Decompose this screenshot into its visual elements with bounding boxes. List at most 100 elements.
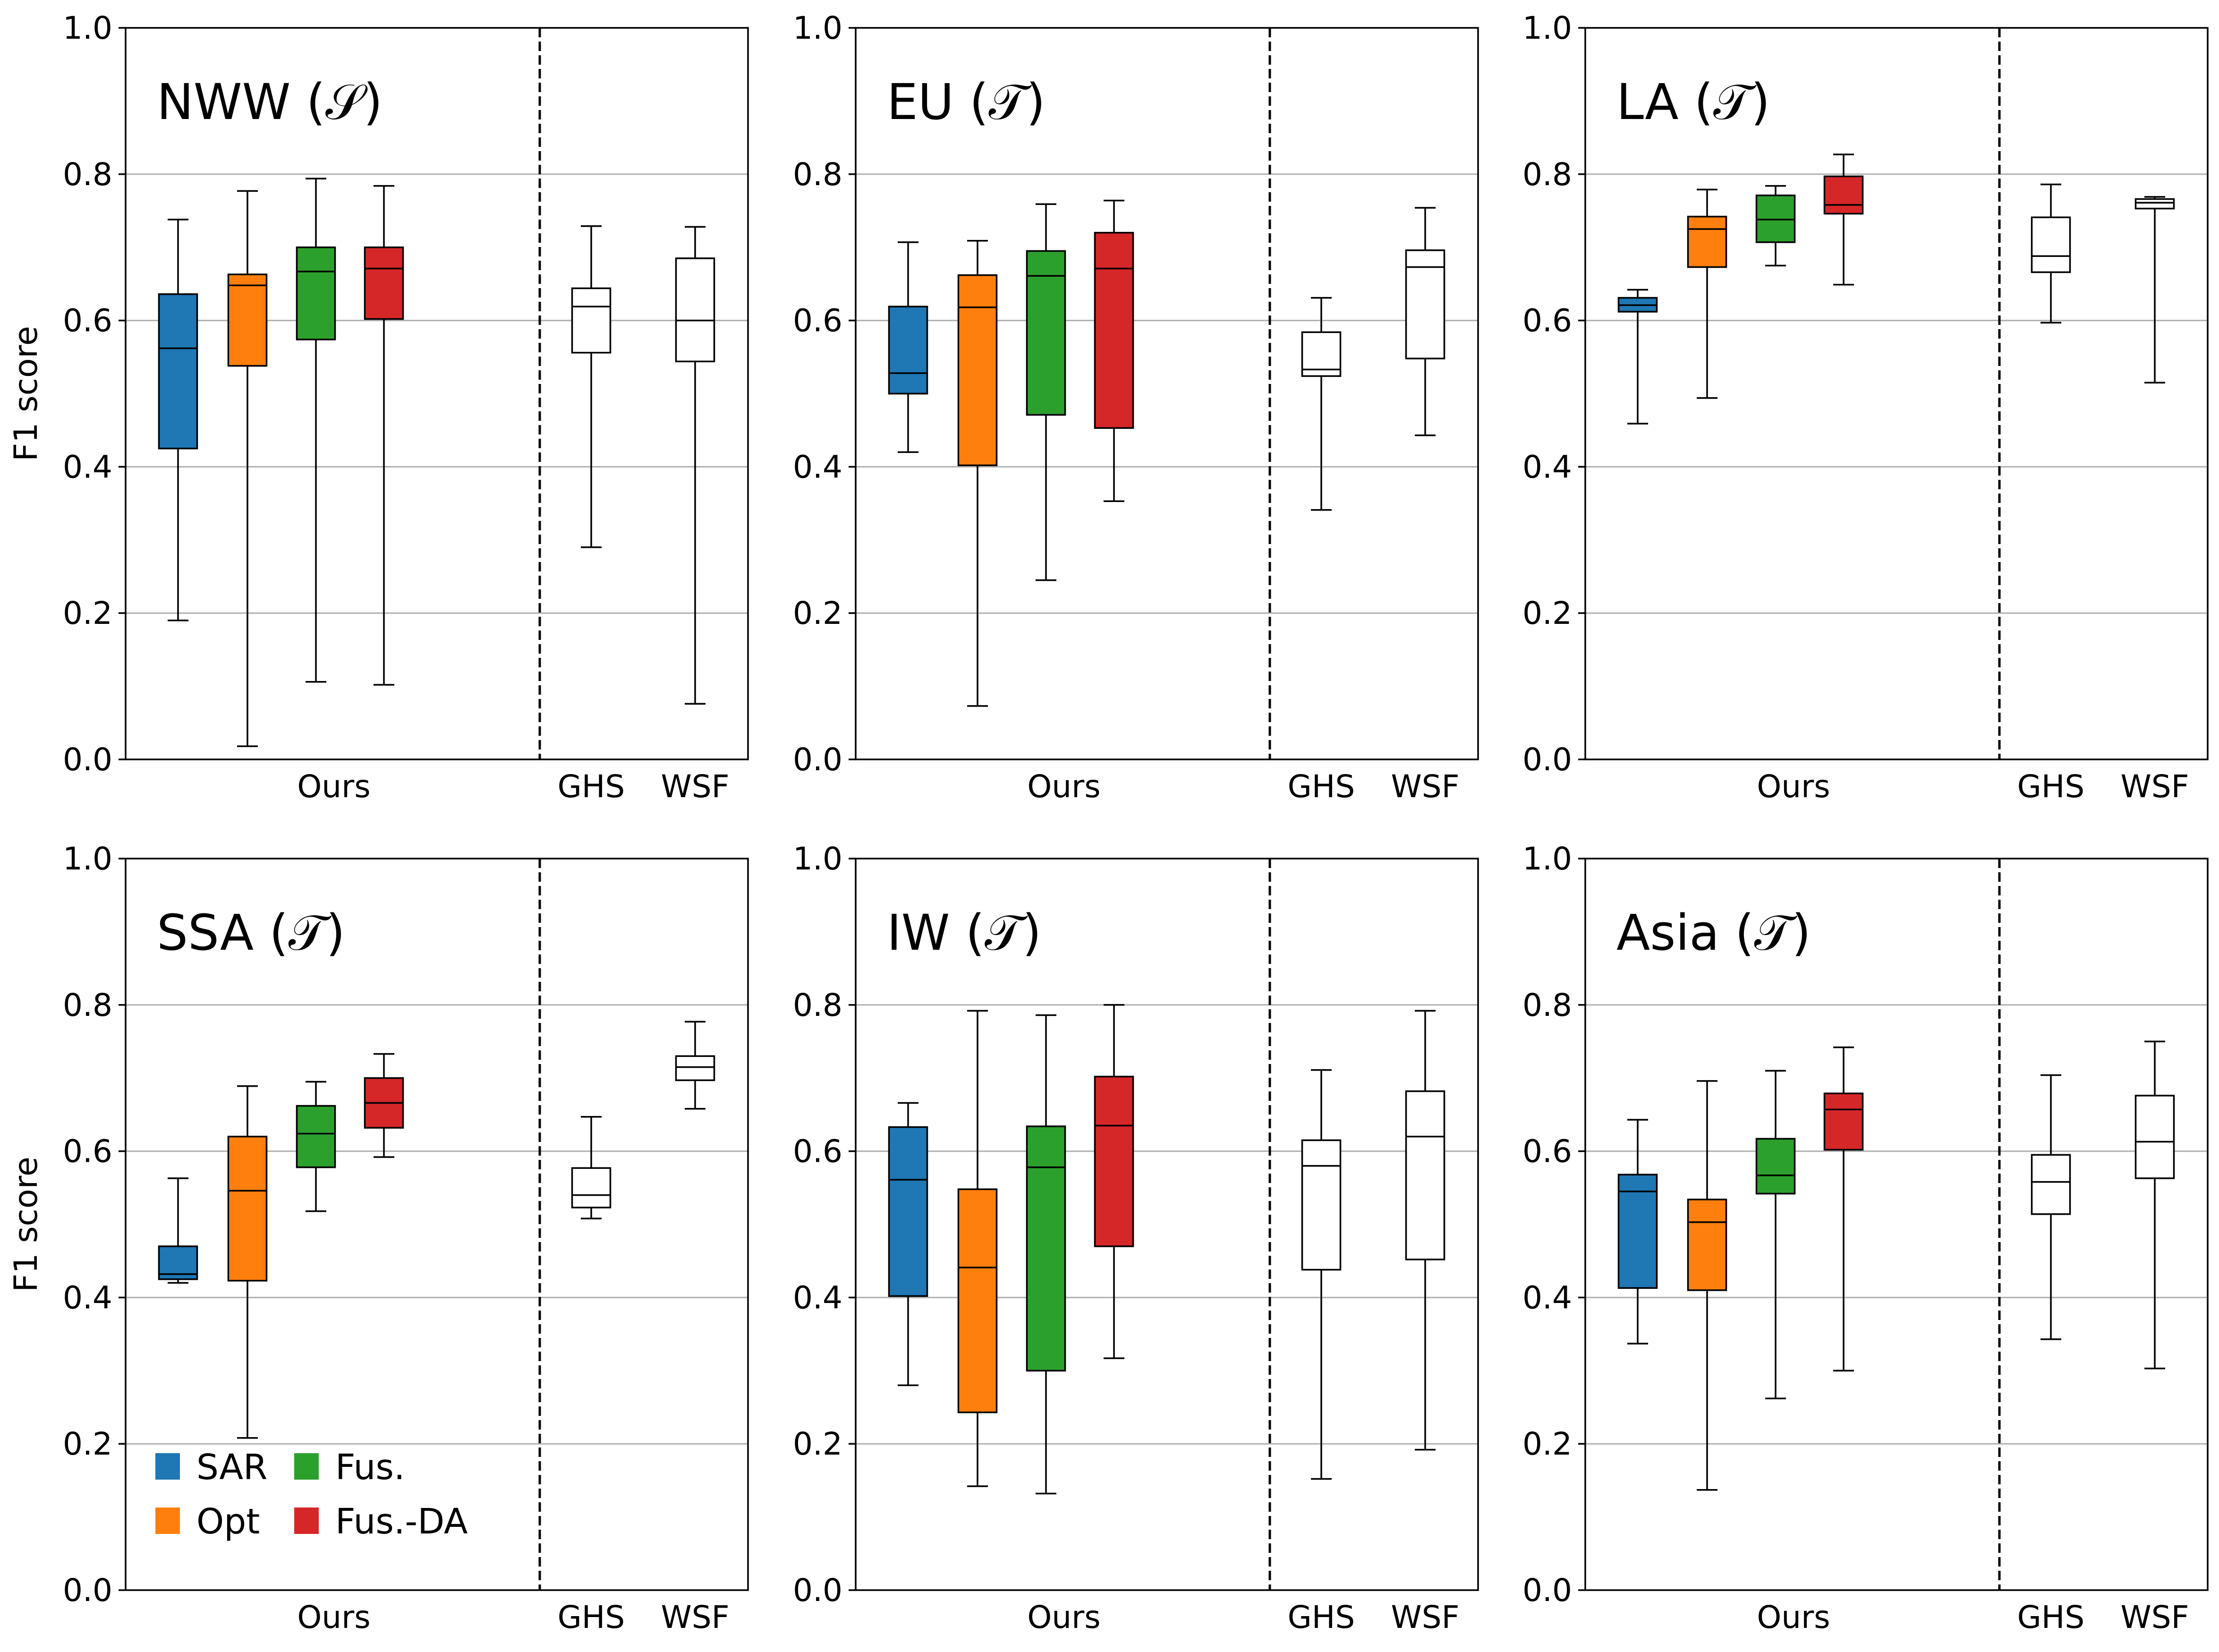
x-group-label-wsf: WSF (661, 1599, 729, 1635)
panel-2: 0.0 0.2 0.4 0.6 0.8 1.0 Ours GHS WSF EU (𝒯) (793, 10, 1479, 805)
box-ghs (1301, 1069, 1342, 1480)
box-iqr (1301, 1139, 1342, 1271)
box-fus-da (1823, 1046, 1864, 1372)
box-fus (1755, 1070, 1796, 1399)
legend-swatch-sar (155, 1453, 180, 1480)
y-tick-label: 0.6 (793, 303, 842, 339)
box-ghs (571, 225, 612, 548)
x-group-label-ghs: GHS (2017, 768, 2085, 805)
y-tick-label: 0.0 (63, 741, 112, 778)
box-ghs (571, 1116, 612, 1219)
panel-4: 0.0 0.2 0.4 0.6 0.8 1.0 Ours GHS WSF SSA (𝒯) F1 sc… (8, 841, 749, 1635)
box-iqr (1405, 1090, 1445, 1260)
legend: SAR Opt Fus. Fus.-DA (155, 1447, 468, 1542)
y-tick-label: 0.2 (793, 595, 842, 631)
box-iqr (1823, 1092, 1864, 1151)
panel-title: IW (𝒯) (887, 904, 1041, 962)
box-sar (1617, 1119, 1658, 1345)
box-iqr (1823, 175, 1864, 215)
panel-1: 0.0 0.2 0.4 0.6 0.8 1.0 Ours GHS WSF NWW (𝒮) F1 sc… (8, 10, 749, 805)
box-iqr (675, 257, 715, 363)
panel-5: 0.0 0.2 0.4 0.6 0.8 1.0 Ours GHS WSF IW (𝒯) (793, 841, 1479, 1635)
x-group-label-ghs: GHS (558, 1599, 625, 1635)
box-fus-da (364, 1053, 404, 1158)
box-iqr (296, 246, 336, 341)
box-iqr (1405, 249, 1445, 359)
box-fus-da (1823, 153, 1864, 286)
panel-3: 0.0 0.2 0.4 0.6 0.8 1.0 Ours GHS WSF LA (𝒯) (1522, 10, 2209, 805)
legend-swatch-opt (155, 1507, 180, 1534)
box-fus (296, 178, 336, 683)
y-tick-label: 1.0 (1522, 10, 1572, 46)
box-sar (888, 1102, 928, 1387)
box-iqr (1094, 231, 1134, 429)
box-iqr (2134, 198, 2175, 210)
box-iqr (888, 306, 928, 395)
x-group-label-ghs: GHS (558, 768, 625, 805)
y-tick-label: 0.2 (793, 1426, 842, 1462)
y-tick-label: 0.4 (63, 1279, 112, 1316)
box-iqr (1026, 250, 1066, 416)
y-tick-label: 0.6 (1522, 303, 1572, 339)
plot-frame (1584, 858, 2209, 1591)
box-fus (1026, 1014, 1066, 1495)
box-iqr (1687, 1199, 1727, 1291)
box-wsf (675, 226, 715, 705)
box-iqr (1026, 1125, 1066, 1372)
legend-label-sar: SAR (196, 1447, 267, 1488)
box-iqr (675, 1055, 715, 1081)
y-tick-label: 0.8 (63, 987, 112, 1023)
panels: 0.0 0.2 0.4 0.6 0.8 1.0 Ours GHS WSF NWW (𝒮) F1 sc… (8, 10, 2209, 1635)
box-iqr (571, 287, 612, 354)
box-iqr (888, 1126, 928, 1297)
panel-title: NWW (𝒮) (157, 73, 383, 131)
box-wsf (1405, 1010, 1445, 1451)
box-opt (1687, 188, 1727, 399)
y-tick-label: 0.8 (1522, 156, 1572, 193)
y-tick-label: 0.6 (63, 1133, 112, 1170)
box-ghs (2031, 183, 2071, 324)
box-fus (1755, 185, 1796, 267)
x-group-label-ghs: GHS (1288, 1599, 1355, 1635)
y-tick-label: 0.8 (793, 987, 842, 1023)
y-tick-label: 0.8 (793, 156, 842, 193)
y-tick-label: 0.0 (63, 1572, 112, 1609)
box-ghs (1301, 297, 1342, 511)
legend-label-fus-da: Fus.-DA (335, 1501, 468, 1542)
y-tick-label: 1.0 (63, 841, 112, 877)
y-axis-title: F1 score (8, 326, 45, 461)
y-tick-label: 0.2 (63, 595, 112, 631)
box-sar (158, 1177, 198, 1284)
y-tick-label: 0.6 (1522, 1133, 1572, 1170)
legend-label-fus: Fus. (335, 1447, 405, 1488)
y-axis-title: F1 score (8, 1157, 45, 1292)
x-group-label-wsf: WSF (2120, 768, 2189, 805)
box-iqr (227, 1135, 268, 1282)
box-iqr (2031, 1154, 2071, 1215)
y-tick-label: 0.0 (793, 741, 842, 778)
plot-frame (125, 27, 749, 760)
box-fus-da (1094, 199, 1134, 502)
y-tick-label: 0.2 (63, 1426, 112, 1462)
box-opt (227, 1085, 268, 1439)
x-group-label-ours: Ours (1757, 768, 1830, 805)
box-wsf (1405, 207, 1445, 436)
box-wsf (2134, 1040, 2175, 1370)
box-iqr (364, 246, 404, 320)
plot-frame (125, 858, 749, 1591)
y-tick-label: 0.6 (793, 1133, 842, 1170)
panel-title: EU (𝒯) (887, 73, 1046, 131)
box-fus-da (1094, 1004, 1134, 1359)
box-sar (1617, 289, 1658, 425)
x-group-label-ours: Ours (1027, 1599, 1100, 1635)
y-tick-label: 0.0 (793, 1572, 842, 1609)
box-iqr (1687, 215, 1727, 268)
y-tick-label: 1.0 (793, 841, 842, 877)
box-iqr (158, 293, 198, 450)
x-group-label-ghs: GHS (1288, 768, 1355, 805)
y-tick-label: 0.4 (63, 449, 112, 485)
y-tick-label: 0.8 (63, 156, 112, 193)
x-group-label-wsf: WSF (1391, 1599, 1459, 1635)
y-tick-label: 0.0 (1522, 1572, 1572, 1609)
